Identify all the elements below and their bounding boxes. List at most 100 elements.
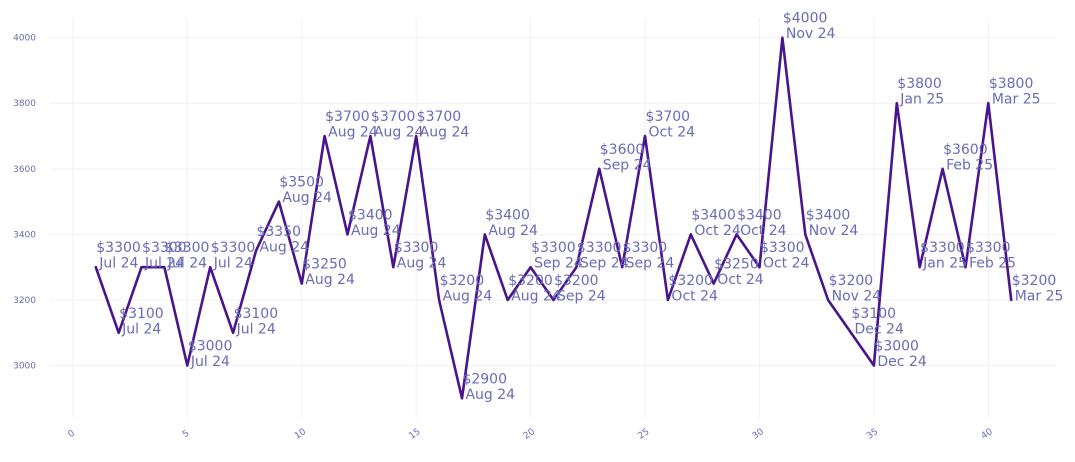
data-label-date: Oct 24: [671, 288, 718, 304]
data-label-date: Sep 24: [603, 157, 652, 173]
data-label-price: $3300: [577, 240, 622, 256]
data-label-price: $3700: [325, 109, 370, 125]
data-label-price: $2900: [462, 371, 507, 387]
data-label-price: $3400: [485, 207, 530, 223]
data-label-price: $3300: [142, 240, 187, 256]
y-axis-ticks: 3000 3200 3400 3600 3800 4000: [13, 34, 36, 372]
data-label-date: Feb 25: [946, 157, 993, 173]
x-tick-label: 20: [522, 427, 537, 442]
data-label-date: Aug 24: [259, 239, 309, 255]
data-label-price: $3400: [737, 207, 782, 223]
data-label-price: $3350: [256, 224, 301, 240]
y-tick-label: 3600: [13, 165, 36, 175]
data-label-date: Jul 24: [144, 256, 184, 272]
data-label-date: Nov 24: [809, 223, 859, 239]
data-label-date: Aug 24: [420, 125, 470, 141]
data-label-price: $3100: [852, 306, 897, 322]
x-tick-label: 30: [751, 427, 766, 442]
data-label-price: $3500: [279, 175, 324, 191]
data-label-date: Jul 24: [190, 354, 230, 370]
data-label-price: $3100: [234, 306, 279, 322]
data-label-date: Oct 24: [649, 125, 696, 141]
data-label-date: Aug 24: [328, 125, 378, 141]
data-label-date: Oct 24: [763, 256, 810, 272]
x-tick-label: 35: [865, 427, 880, 442]
data-label-date: Aug 24: [305, 272, 355, 288]
data-label-date: Oct 24: [694, 223, 741, 239]
y-tick-label: 3200: [13, 296, 36, 306]
data-label-date: Aug 24: [443, 288, 493, 304]
data-label-date: Aug 24: [397, 256, 447, 272]
data-label-date: Jan 25: [922, 256, 967, 272]
data-label-date: Jul 24: [98, 256, 138, 272]
data-label-price: $3800: [897, 76, 942, 92]
data-label-price: $3600: [943, 142, 988, 158]
data-label-price: $3300: [760, 240, 805, 256]
data-label-price: $3300: [531, 240, 576, 256]
data-label-price: $3400: [348, 207, 393, 223]
data-label-price: $3200: [554, 273, 599, 289]
y-tick-label: 4000: [13, 34, 36, 44]
data-label-price: $3200: [440, 273, 485, 289]
data-label-date: Dec 24: [855, 321, 904, 337]
data-label-price: $4000: [783, 11, 828, 27]
series-line: [94, 36, 1013, 400]
data-label-date: Aug 24: [351, 223, 401, 239]
x-tick-label: 25: [636, 427, 651, 442]
data-label-date: Oct 24: [740, 223, 787, 239]
data-label-date: Sep 24: [626, 256, 675, 272]
x-tick-label: 5: [181, 429, 191, 440]
data-label-date: Jul 24: [167, 256, 207, 272]
data-label-price: $3250: [714, 257, 759, 273]
data-label-price: $3300: [96, 240, 141, 256]
data-label-date: Aug 24: [488, 223, 538, 239]
data-label-price: $3800: [989, 76, 1034, 92]
data-label-date: Jul 24: [213, 256, 253, 272]
data-label-date: Sep 24: [557, 288, 606, 304]
data-label-date: Jan 25: [899, 92, 944, 108]
data-label-date: Aug 24: [465, 387, 515, 403]
data-label-price: $3200: [508, 273, 553, 289]
data-label-price: $3300: [966, 240, 1011, 256]
data-label-date: Jul 24: [121, 321, 161, 337]
data-label-price: $3400: [806, 207, 851, 223]
y-tick-label: 3000: [13, 362, 36, 372]
data-label-price: $3300: [920, 240, 965, 256]
data-label-price: $3600: [600, 142, 645, 158]
data-label-price: $3300: [394, 240, 439, 256]
data-label-date: Mar 25: [992, 92, 1041, 108]
x-tick-label: 10: [293, 427, 308, 442]
x-axis-ticks: 0 5 10 15 20 25 30 35 40: [67, 427, 995, 442]
data-label-price: $3200: [668, 273, 713, 289]
